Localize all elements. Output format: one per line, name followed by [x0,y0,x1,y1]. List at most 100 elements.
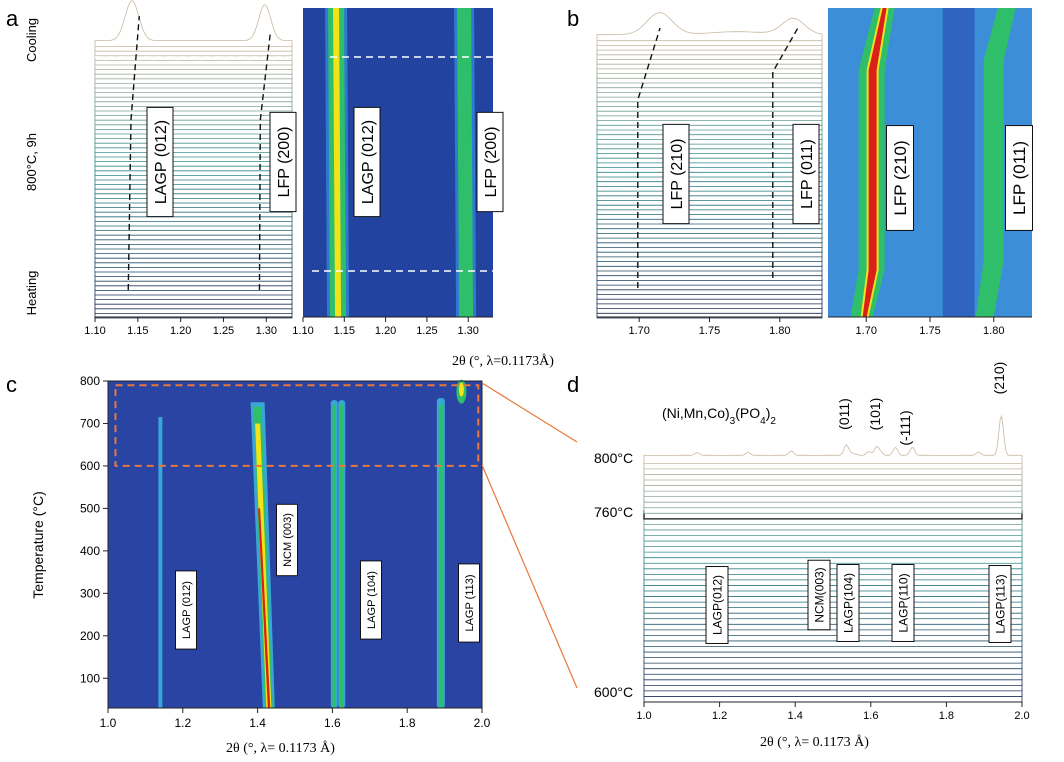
panel-d-peak-labels: LAGP(012) NCM(003) LAGP(104) LAGP(110) LAGP(… [705,559,1012,644]
panel-a-hm-tick-label-2: 1.20 [375,325,396,337]
panel-d-phase-peak-1: (101) [867,398,883,431]
zoom-connector-bottom [481,464,578,689]
panel-d-label-lagp110-text: LAGP(110) [896,573,910,632]
panel-c-ytick-label-5: 600 [80,459,100,473]
panel-b-label-011-text: LFP (011) [799,139,816,209]
panel-c-label-ncm003-box [276,503,298,577]
panel-b-hm-label-011-text: LFP (011) [1010,141,1029,215]
panel-b-waterfall-ticks: 1.70 1.75 1.80 [628,317,791,337]
panel-b-band-011 [975,8,1016,317]
panel-d-temp-760: 760°C [594,504,633,520]
panel-b-waterfall: LFP (210) LFP (011) 1.70 1.75 1.80 [596,12,823,337]
panel-d-phase-peaks: (011) (101) (-111) (210) [836,362,1007,446]
panel-a-band-core-1 [461,8,470,317]
panel-d-label-lagp104-box [836,564,860,642]
panel-c-label-ncm003: NCM (003) [276,503,298,577]
panel-a-waterfall: LAGP (012) LFP (200) 1.10 1.15 1.20 1.25 1.30… [24,0,297,337]
panel-b-guide-011 [772,27,799,278]
panel-c-label-lagp104-text: LAGP (104) [366,571,378,629]
panel-a-band-core-0 [333,8,342,317]
panel-d-phase-peak-0: (011) [836,398,852,430]
panel-c-ytick-label-6: 700 [80,416,100,430]
panel-a-heatmap: LAGP (012) LFP (200) 1.10 1.15 1.20 1.25 1.30 [292,8,504,337]
panel-b-wf-tick-label-1: 1.75 [699,325,720,337]
panel-c-frame [107,380,483,709]
panel-a-wf-tick-label-2: 1.20 [170,325,191,337]
panel-d-tick-label-4: 1.8 [939,710,954,722]
panel-d-xlabel: 2θ (°, λ= 0.1173 Å) [760,734,869,750]
panel-d-phase-peak-3: (210) [991,362,1007,395]
panel-d-temp-800: 800°C [594,450,633,466]
panel-a-hm-tick-label-4: 1.30 [458,325,479,337]
panel-a-label-lagp012-text: LAGP (012) [153,120,170,204]
panel-c-new-phase-core [458,382,464,397]
panel-d-tick-label-5: 2.0 [1014,710,1029,722]
panel-b-hm-label-011: LFP (011) [1005,125,1033,231]
panel-d-label-ncm003-text: NCM(003) [812,567,826,622]
panel-d-label-lagp110-box [891,564,915,642]
panel-c-label-lagp104: LAGP (104) [360,560,382,640]
panel-b-heatmap-labels: LFP (210) LFP (011) [886,125,1033,231]
panel-c-heatmap: LAGP (012)NCM (003)LAGP (104) LAGP (113) … [30,374,491,756]
panel-c-label-lagp113: LAGP (113) [458,563,480,643]
panel-a-heatmap-ticks: 1.10 1.15 1.20 1.25 1.30 [292,317,479,337]
panel-d-tick-label-1: 1.2 [712,710,727,722]
panel-b-hm-trough [942,8,975,317]
panel-a-wf-tick-label-1: 1.15 [127,325,148,337]
panel-d-label-lagp012-box [705,566,729,644]
panel-c-ytick-label-1: 200 [80,629,100,643]
panel-d-label-lagp113-box [988,565,1012,643]
panel-a-guide-lfp [258,32,271,291]
panel-b-hm-tick-label-2: 1.80 [983,325,1004,337]
panel-letter-d: d [567,372,579,397]
panel-b-wf-tick-label-0: 1.70 [628,325,649,337]
panel-c-band-lagp012 [158,417,163,708]
panel-a-waterfall-ticks: 1.10 1.15 1.20 1.25 1.30 [84,317,277,337]
panel-c-band-lagp113 [438,404,443,708]
panel-b-hm-label-210: LFP (210) [886,125,914,231]
panel-b-label-011-box [792,123,820,225]
panel-b-guide-210 [637,27,661,288]
panel-c-label-lagp012: LAGP (012) [175,570,197,650]
zoom-connector-top [481,382,578,443]
panel-a-trace-59 [94,0,293,47]
panel-c-ytick-label-0: 100 [80,671,100,685]
panel-a-wf-tick-label-4: 1.30 [256,325,277,337]
side-label-hold: 800°C, 9h [24,133,39,191]
panel-d-waterfall: LAGP(012) NCM(003) LAGP(104) LAGP(110) LAGP(… [594,362,1030,750]
panel-b-waterfall-traces [596,12,823,319]
panel-a-hm-label-lfp200-box [476,111,504,213]
panel-a-label-lfp200-box [269,111,297,213]
panel-a-waterfall-traces [94,0,293,319]
panel-b-heatmap: LFP (210) LFP (011) 1.70 1.75 1.80 [828,8,1033,337]
panel-c-heatmap-bands [158,379,467,708]
panel-b-hm-tick-label-1: 1.75 [919,325,940,337]
panel-a-hm-label-lagp012-box [353,106,381,218]
panel-c-xtick-label-4: 1.8 [399,716,416,730]
panel-b-label-210-box [662,123,690,225]
panel-d-ticks: 1.0 1.2 1.4 1.6 1.8 2.0 [636,702,1030,722]
panel-a-hm-label-lagp012: LAGP (012) [353,106,381,218]
panel-d-trace-43 [643,414,1023,464]
panel-c-label-lagp113-box [458,563,480,643]
panel-b-band-210-core [862,8,887,317]
panel-d-label-lagp110: LAGP(110) [891,564,915,642]
panel-c-label-ncm003-text: NCM (003) [282,513,294,567]
panel-c-label-lagp012-text: LAGP (012) [181,581,193,639]
panel-c-label-lagp113-text: LAGP (113) [464,574,476,631]
panel-a-label-lfp200-text: LFP (200) [276,127,293,198]
panel-c-band-ncm-core [258,508,271,708]
panel-c-xtick-label-3: 1.6 [324,716,341,730]
panel-c-ytick-label-2: 300 [80,586,100,600]
panel-b-label-210-text: LFP (210) [669,139,686,210]
panel-d-phase-label: (Ni,Mn,Co)3(PO4)2 [662,405,776,427]
panel-c-ticks: 1.0 1.2 1.4 1.6 1.8 2.0 100 200 300 400 500 600 700 8… [80,374,491,730]
panel-b-hm-label-210-text: LFP (210) [891,140,910,215]
panel-b-label-210: LFP (210) [662,123,690,225]
panel-c-xtick-label-5: 2.0 [474,716,491,730]
panel-c-xtick-label-1: 1.2 [174,716,191,730]
panel-c-zoom-box [114,384,480,467]
panel-letter-c: c [6,372,17,397]
panel-a-label-lagp012-box [146,106,174,218]
